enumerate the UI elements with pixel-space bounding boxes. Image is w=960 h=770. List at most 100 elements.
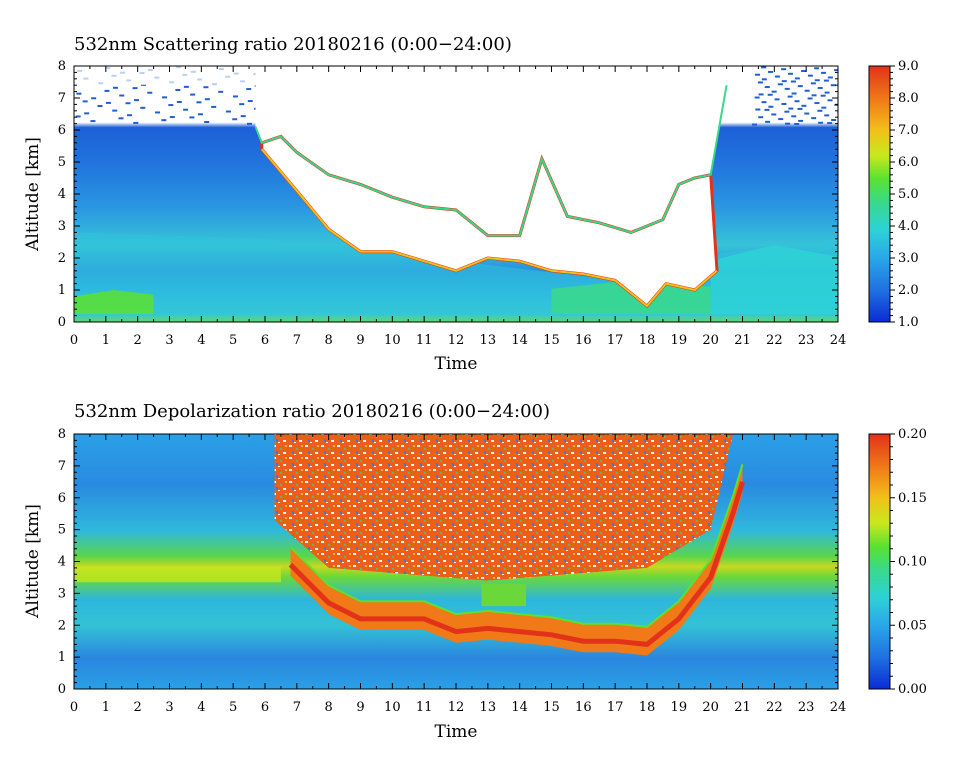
x-tick-label: 23 [798,700,815,715]
noise-speckle [97,104,103,107]
noise-speckle [817,109,823,112]
noise-speckle [827,122,833,125]
x-tick-label: 12 [448,333,465,348]
noise-speckle [768,105,774,108]
colorbar-tick-label: 6.0 [898,155,919,170]
noise-speckle [752,123,758,126]
x-tick-label: 20 [702,333,719,348]
y-tick-label: 0 [58,315,66,330]
y-tick-label: 3 [58,219,66,234]
colorbar-tick-label: 0.10 [898,555,927,570]
x-tick-label: 16 [575,333,592,348]
chart2-title: 532nm Depolarization ratio 20180216 (0:0… [74,401,550,422]
noise-speckle [147,91,153,94]
noise-speckle [834,69,838,72]
x-tick-label: 3 [165,333,173,348]
noise-speckle [240,115,246,118]
noise-speckle [801,70,807,73]
y-tick-label: 7 [58,459,66,474]
noise-speckle [768,70,774,73]
noise-speckle [112,86,118,89]
colorbar-tick-label: 0.00 [898,682,927,697]
x-tick-label: 5 [229,333,237,348]
y-tick-label: 1 [58,650,66,665]
x-tick-label: 6 [261,700,269,715]
noise-speckle [134,99,140,102]
noise-speckle [834,103,838,106]
y-tick-label: 4 [58,555,66,570]
y-tick-label: 1 [58,283,66,298]
noise-speckle [247,122,253,125]
noise-speckle [118,117,124,120]
x-tick-label: 14 [511,333,528,348]
noise-speckle [105,101,111,104]
chart2-xlabel: Time [435,722,478,742]
colorbar-tick-label: 5.0 [898,187,919,202]
colorbar-tick-label: 0.20 [898,427,927,442]
noise-speckle [804,112,810,115]
noise-speckle [204,98,210,101]
noise-speckle [75,115,81,118]
noise-speckle [162,96,168,99]
high-depol-edge [289,464,744,628]
noise-speckle [104,89,110,92]
noise-speckle [804,89,810,92]
noise-speckle [781,80,787,83]
noise-speckle [781,68,787,71]
noise-speckle [814,79,820,82]
noise-speckle [755,108,761,111]
colorbar-tick-label: 0.05 [898,618,927,633]
chart1-ylabel: Altitude [km] [23,137,43,252]
x-tick-label: 20 [702,700,719,715]
y-tick-label: 3 [58,586,66,601]
noise-speckle [183,85,189,88]
noise-speckle [827,99,833,102]
noisy-high-depol [274,434,733,581]
colorbar-tick-label: 2.0 [898,283,919,298]
y-tick-label: 0 [58,682,66,697]
noise-speckle [824,114,830,117]
noise-speckle [798,119,804,122]
noise-speckle [797,107,803,110]
noise-speckle [774,75,780,78]
y-tick-label: 4 [58,187,66,202]
noise-speckle [196,101,202,104]
noise-speckle [218,90,224,93]
colorbar-tick-label: 0.15 [898,491,927,506]
noise-speckle [203,86,209,89]
x-tick-label: 4 [197,700,205,715]
noise-speckle [807,74,813,77]
noise-speckle [784,110,790,113]
x-tick-label: 9 [356,333,364,348]
x-tick-label: 12 [448,700,465,715]
noise-speckle [820,94,826,97]
noise-speckle [197,113,203,116]
colorbar-tick-label: 8.0 [898,91,919,106]
noise-speckle [767,93,773,96]
noise-speckle [790,80,796,83]
chart1-xlabel: Time [435,354,478,374]
noise-speckle [817,86,823,89]
noise-speckle [754,96,760,99]
noise-speckle [183,108,189,111]
x-tick-label: 19 [671,333,688,348]
noise-speckle [758,116,764,119]
noise-speckle [771,90,777,93]
noise-speckle [814,102,820,105]
cloud-top-edge [254,85,728,237]
surface-layer [710,245,838,314]
noise-speckle [140,106,146,109]
x-tick-label: 11 [416,333,433,348]
noise-speckle [794,77,800,80]
noise-speckle [765,120,771,123]
chart2-colorbar-ticks: 0.00 0.05 0.10 0.15 0.20 [890,427,927,697]
chart2-plot-area [74,434,838,689]
y-tick-label: 7 [58,91,66,106]
upper-clear [74,66,256,86]
noise-speckle [761,78,767,81]
aerosol-layer [74,566,281,583]
noise-speckle [831,118,837,121]
noise-speckle [764,86,770,89]
y-tick-label: 2 [58,251,66,266]
